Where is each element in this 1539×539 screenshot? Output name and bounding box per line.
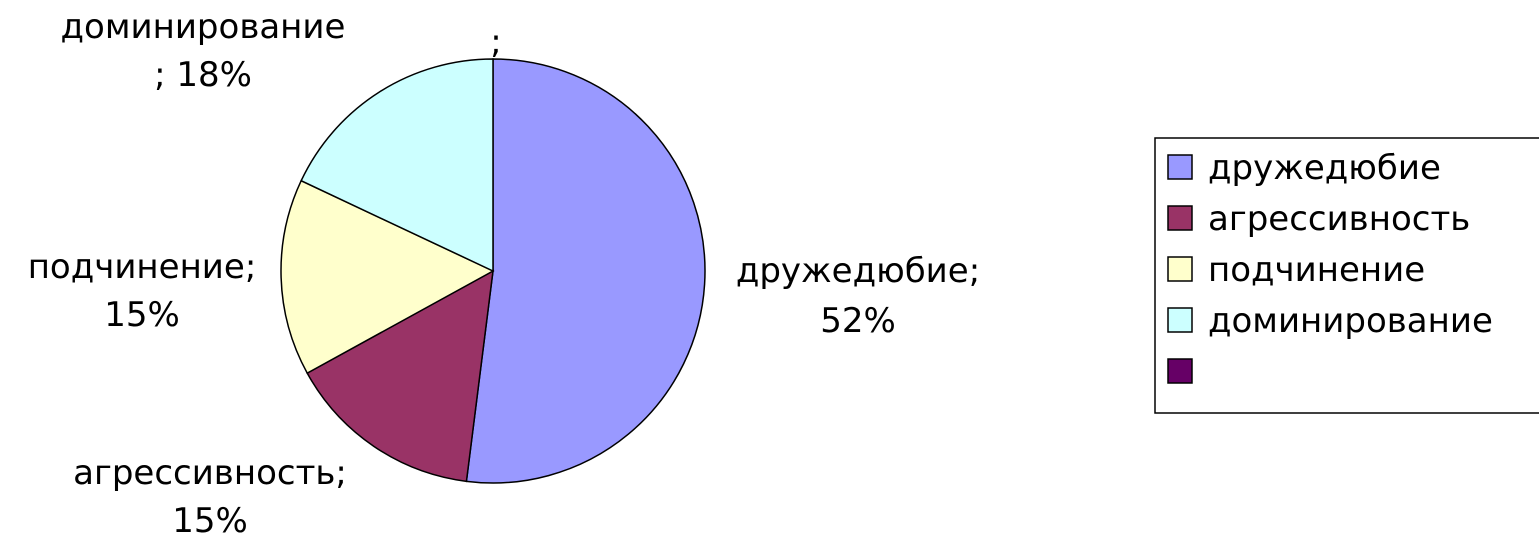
pie-slice-дружедюбие: [465, 58, 706, 484]
pie-slice-доминирование: [300, 58, 494, 273]
legend-label-дружедюбие: дружедюбие: [1208, 148, 1441, 188]
legend-label-агрессивность: агрессивность: [1208, 199, 1470, 239]
pie-slice-агрессивность: [306, 269, 494, 483]
data-labels: дружедюбие; 52% агрессивность; 15% подчинени…: [28, 7, 980, 539]
legend-swatch-дружедюбие: [1167, 154, 1193, 180]
data-label-empty: ;: [490, 22, 501, 62]
legend-label-доминирование: доминирование: [1208, 301, 1493, 341]
pie-slice-подчинение: [280, 179, 495, 375]
data-label-подчинение: подчинение; 15%: [28, 247, 257, 335]
legend-swatch-подчинение: [1167, 256, 1193, 282]
data-label-дружедюбие: дружедюбие; 52%: [736, 251, 980, 341]
pie-slices: [280, 58, 706, 484]
legend-swatch-доминирование: [1167, 307, 1193, 333]
legend-swatch-агрессивность: [1167, 205, 1193, 231]
legend-swatch-empty: [1167, 358, 1193, 384]
legend-label-подчинение: подчинение: [1208, 250, 1425, 290]
data-label-агрессивность: агрессивность; 15%: [73, 453, 347, 539]
data-label-доминирование: доминирование; 18%: [61, 7, 346, 95]
legend: дружедюбие агрессивность подчинение доминир…: [1154, 137, 1539, 414]
legend-frame: [1154, 137, 1539, 414]
